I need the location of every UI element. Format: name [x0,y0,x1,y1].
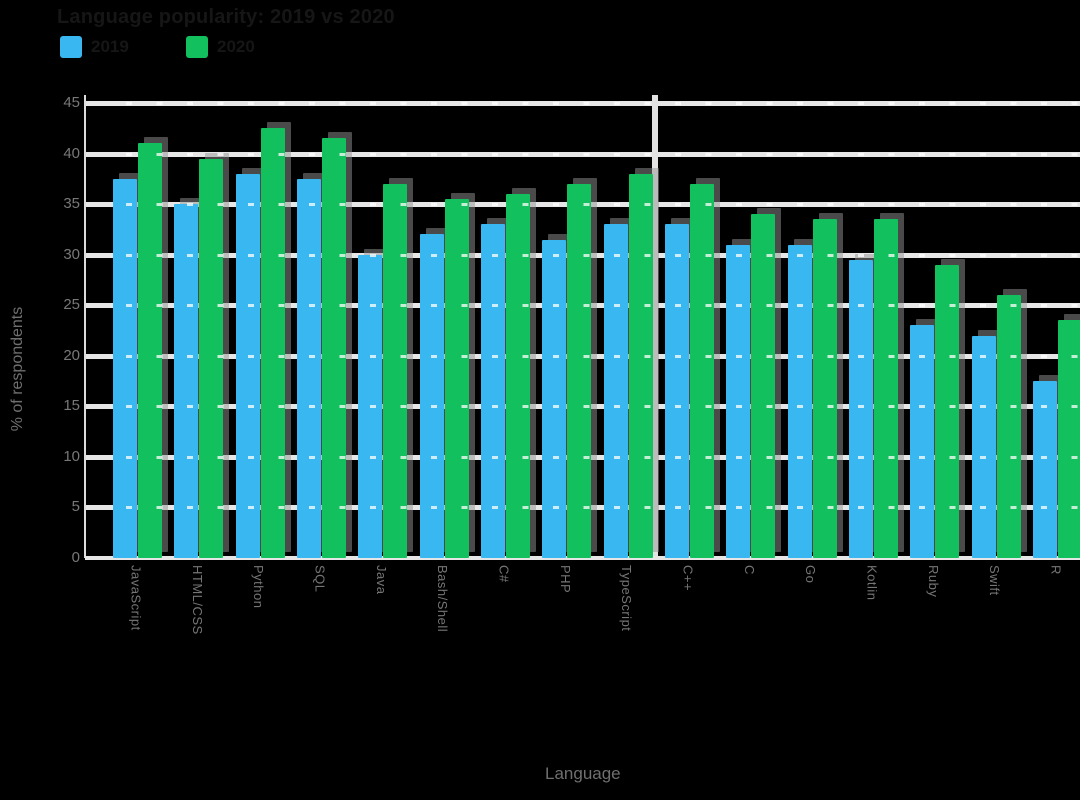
bar-2020-R [1057,320,1080,558]
bar-2020-Java [383,183,408,558]
bar-2020-C++ [689,183,714,558]
x-tick-label: Python [251,565,267,609]
legend-item-2019[interactable]: 2019 [60,36,129,58]
x-tick-label: C [741,565,757,575]
x-axis-title: Language [545,764,621,783]
legend-label-2020: 2020 [217,37,255,56]
x-tick-label: JavaScript [128,565,144,631]
y-tick-label: 15 [63,397,80,415]
legend-item-2020[interactable]: 2020 [186,36,255,58]
bar-2020-Ruby [935,264,960,558]
legend-swatch-2019-icon [60,36,82,58]
bar-2020-Python [260,128,285,558]
gridline-overlay [110,354,1080,358]
x-tick-label: Kotlin [864,565,880,601]
bar-2019-SQL [296,178,321,558]
category-divider-line [652,95,658,558]
bar-2020-Bash/Shell [444,199,469,558]
x-tick-label: Java [373,565,389,595]
x-tick-label: Ruby [925,565,941,598]
bar-2020-JavaScript [138,143,162,558]
bar-2019-JavaScript [113,178,137,558]
gridline-overlay [110,152,1080,156]
y-tick-label: 25 [63,296,80,314]
y-tick-label: 45 [63,94,80,111]
gridline-overlay [110,203,1080,207]
y-tick-label: 5 [71,498,80,516]
x-tick-label: Go [803,565,819,584]
bar-2019-R [1032,381,1057,558]
bar-2019-C [726,244,751,558]
bar-2019-Go [787,244,812,558]
gridline-overlay [110,455,1080,459]
y-tick-label: 30 [63,245,80,263]
bar-2019-TypeScript [603,224,628,558]
bar-2020-C# [505,194,530,558]
bar-2019-Swift [971,335,996,558]
x-tick-label: HTML/CSS [189,565,205,635]
x-tick-label: TypeScript [619,565,635,632]
bar-2019-C++ [664,224,689,558]
x-tick-label: Swift [987,565,1003,596]
gridline-overlay [110,405,1080,409]
gridline-overlay [110,102,1080,105]
gridline-overlay [110,304,1080,308]
y-tick-label: 10 [63,447,80,465]
bar-2019-HTML/CSS [174,204,199,558]
x-tick-label: SQL [312,565,328,593]
y-axis-line [84,95,86,558]
bar-2019-Python [235,173,260,558]
x-tick-label: Bash/Shell [435,565,451,633]
bar-2019-PHP [542,239,567,558]
x-tick-label: C# [496,565,512,583]
legend: 2019 2020 [0,36,1080,62]
bar-2020-Go [812,219,837,558]
gridline-overlay [110,506,1080,510]
y-axis-title: % of respondents [9,306,26,432]
bar-2020-PHP [567,183,592,558]
bar-2020-C [751,214,776,558]
bar-2019-Ruby [910,325,935,558]
x-axis-line [85,556,1080,560]
gridline-overlay [110,253,1080,257]
legend-label-2019: 2019 [91,37,129,56]
bar-2020-TypeScript [628,173,653,558]
bar-2019-Bash/Shell [419,234,444,558]
bar-2020-Kotlin [873,219,898,558]
bar-2019-C# [480,224,505,558]
y-tick-label: 40 [63,144,80,162]
bar-2020-Swift [996,295,1021,558]
y-tick-label: 0 [71,549,80,566]
y-tick-label: 35 [63,195,80,213]
bar-2020-HTML/CSS [199,158,224,558]
x-tick-label: R [1048,565,1064,575]
bar-2020-SQL [321,138,346,558]
chart-title: Language popularity: 2019 vs 2020 [57,6,395,28]
x-tick-label: PHP [557,565,573,594]
x-tick-label: C++ [680,565,696,592]
y-tick-label: 20 [63,346,80,364]
legend-swatch-2020-icon [186,36,208,58]
